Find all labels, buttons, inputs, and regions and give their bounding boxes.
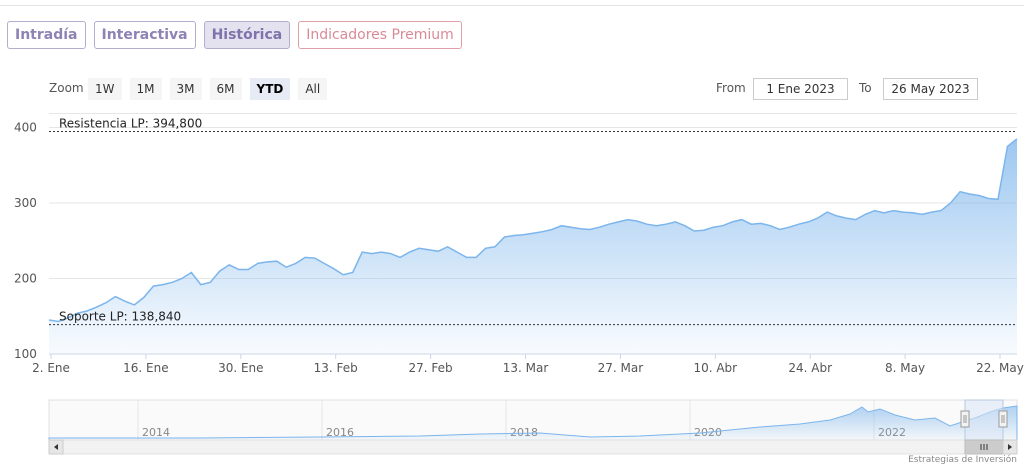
- tab-interactiva[interactable]: Interactiva: [93, 21, 196, 49]
- plot-line-label: Soporte LP: 138,840: [59, 310, 181, 324]
- zoom-all-button[interactable]: All: [298, 78, 328, 100]
- tab-historica[interactable]: Histórica: [203, 21, 291, 49]
- x-tick-label: 27. Mar: [598, 361, 644, 375]
- navigator-selection[interactable]: [964, 399, 1004, 441]
- zoom-1w-button[interactable]: 1W: [88, 78, 122, 100]
- navigator-year-label: 2020: [694, 426, 722, 439]
- zoom-3m-button[interactable]: 3M: [169, 78, 202, 100]
- plot-line-label: Resistencia LP: 394,800: [59, 116, 202, 130]
- x-tick-label: 22. May: [976, 361, 1024, 375]
- zoom-6m-button[interactable]: 6M: [209, 78, 242, 100]
- navigator-year-label: 2018: [510, 426, 538, 439]
- x-tick-label: 27. Feb: [409, 361, 453, 375]
- y-tick-label: 300: [14, 196, 37, 210]
- scrollbar-thumb[interactable]: [964, 439, 1004, 455]
- navigator-year-label: 2022: [878, 426, 906, 439]
- scroll-left-arrow-icon: [54, 444, 58, 450]
- to-date-input[interactable]: 26 May 2023: [883, 78, 978, 100]
- scrollbar-grip-icon: [980, 444, 988, 450]
- zoom-buttons: 1W 1M 3M 6M YTD All: [88, 78, 335, 100]
- from-label: From: [716, 81, 746, 95]
- x-tick-label: 16. Ene: [123, 361, 168, 375]
- x-tick-label: 30. Ene: [218, 361, 263, 375]
- x-tick-label: 13. Mar: [503, 361, 549, 375]
- tab-intradia[interactable]: Intradía: [7, 21, 86, 49]
- price-area: [49, 138, 1017, 354]
- scroll-right-arrow-icon: [1008, 444, 1012, 450]
- scrollbar-track[interactable]: [48, 439, 1018, 455]
- chart-top-divider: [49, 113, 1017, 114]
- tab-indicadores-premium[interactable]: Indicadores Premium: [298, 21, 462, 49]
- scrollbar-right-button[interactable]: [1002, 439, 1018, 455]
- navigator-right-handle[interactable]: [998, 410, 1008, 428]
- scrollbar-left-button[interactable]: [48, 439, 64, 455]
- x-tick-label: 2. Ene: [32, 361, 70, 375]
- x-tick-label: 24. Abr: [788, 361, 832, 375]
- zoom-ytd-button[interactable]: YTD: [249, 78, 291, 100]
- navigator-left-handle[interactable]: [960, 410, 970, 428]
- y-tick-label: 200: [14, 272, 37, 286]
- price-line: [48, 138, 1018, 323]
- x-tick-label: 8. May: [885, 361, 925, 375]
- x-tick-label: 13. Feb: [314, 361, 358, 375]
- navigator-year-label: 2014: [142, 426, 170, 439]
- zoom-label: Zoom: [49, 81, 84, 95]
- y-tick-label: 400: [14, 121, 37, 135]
- navigator-background: [48, 399, 1018, 441]
- view-tabs: Intradía Interactiva Histórica Indicador…: [7, 21, 470, 49]
- from-date-input[interactable]: 1 Ene 2023: [753, 78, 848, 100]
- x-tick-label: 10. Abr: [693, 361, 737, 375]
- y-tick-label: 100: [14, 347, 37, 361]
- top-divider: [0, 5, 1024, 6]
- navigator-area: [48, 405, 1018, 441]
- to-label: To: [859, 81, 872, 95]
- zoom-1m-button[interactable]: 1M: [129, 78, 162, 100]
- credits-text: Estrategias de Inversión: [908, 455, 1017, 465]
- navigator-year-label: 2016: [326, 426, 354, 439]
